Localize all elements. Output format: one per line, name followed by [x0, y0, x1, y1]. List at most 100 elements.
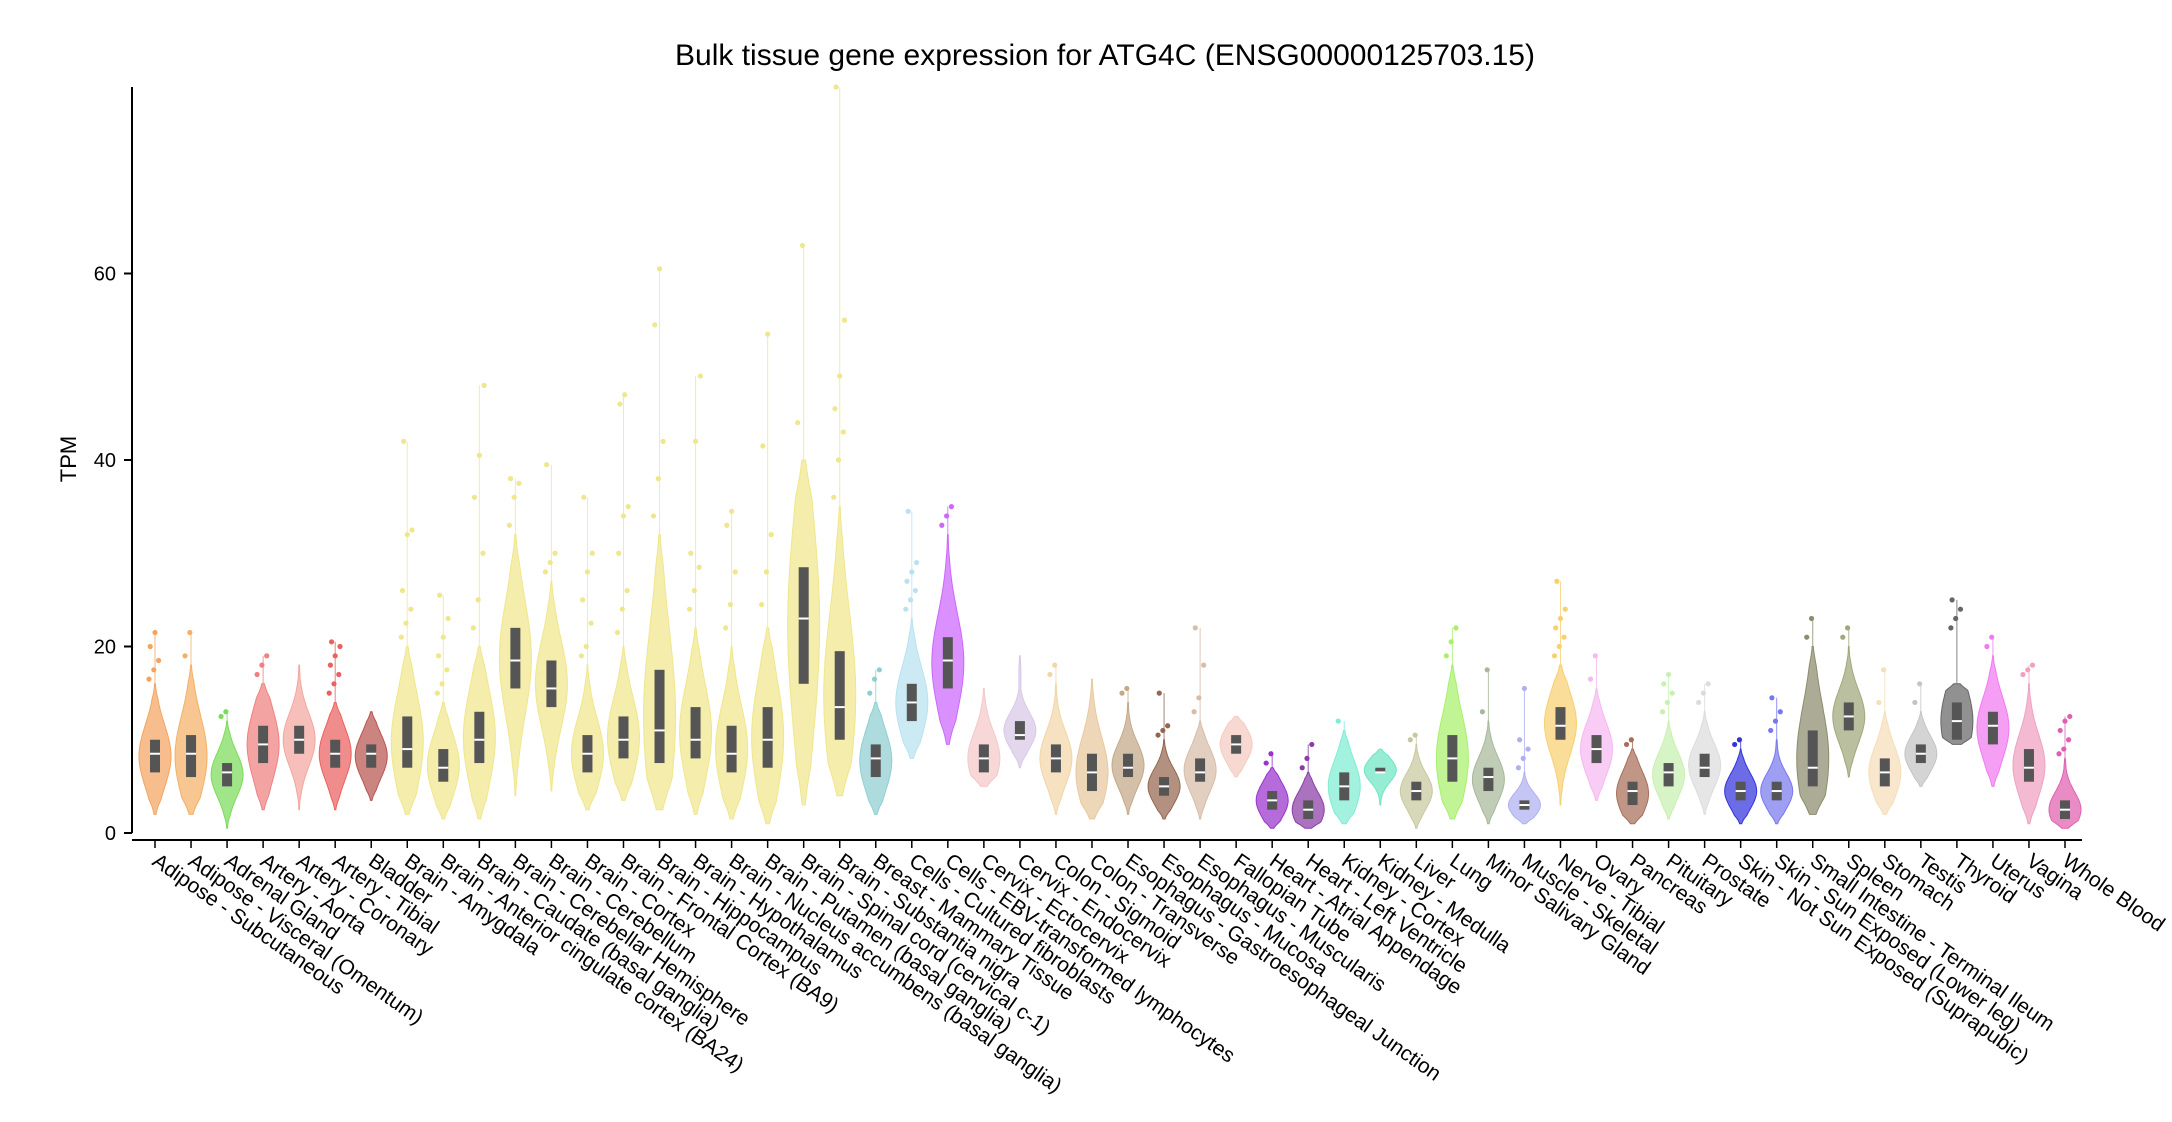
violin-group: [1507, 685, 1541, 825]
outlier-point: [724, 522, 730, 528]
outlier-point: [1669, 690, 1675, 696]
outlier-point: [903, 606, 909, 612]
outlier-point: [907, 597, 914, 603]
outlier-point: [867, 690, 873, 696]
iqr-box: [510, 627, 521, 689]
violin-group: [679, 373, 713, 815]
outlier-point: [1192, 625, 1198, 631]
outlier-point: [1551, 653, 1558, 659]
violin-group: [534, 462, 568, 792]
outlier-point: [622, 392, 628, 398]
outlier-point: [516, 480, 522, 486]
outlier-point: [1661, 681, 1667, 687]
violin-group: [138, 629, 172, 815]
iqr-box: [1123, 753, 1134, 778]
outlier-point: [326, 690, 332, 696]
violin-body: [967, 688, 1001, 787]
outlier-point: [1876, 699, 1882, 706]
outlier-point: [697, 373, 703, 379]
iqr-box: [2023, 749, 2034, 782]
iqr-box: [366, 744, 377, 768]
outlier-point: [905, 508, 911, 514]
iqr-box: [618, 716, 629, 759]
violin-group: [1579, 653, 1613, 801]
outlier-point: [1664, 699, 1670, 706]
violin-group: [498, 476, 532, 797]
violin-group: [1435, 625, 1469, 820]
outlier-point: [729, 508, 735, 514]
outlier-point: [583, 643, 589, 650]
y-tick-label: 40: [94, 450, 116, 472]
outlier-point: [578, 653, 585, 659]
outlier-point: [1124, 685, 1130, 692]
outlier-point: [1520, 755, 1526, 762]
outlier-point: [1984, 643, 1990, 650]
outlier-point: [2066, 737, 2072, 743]
outlier-point: [2020, 671, 2026, 678]
outlier-point: [692, 438, 699, 444]
iqr-box: [690, 707, 701, 759]
outlier-point: [1335, 718, 1341, 724]
violins: [138, 84, 2082, 829]
iqr-box: [798, 567, 809, 684]
outlier-point: [1705, 681, 1711, 687]
outlier-point: [1844, 625, 1851, 631]
outlier-point: [840, 429, 846, 435]
outlier-point: [439, 681, 445, 687]
iqr-box: [438, 749, 449, 782]
violin-group: [823, 84, 857, 797]
violin-group: [426, 592, 460, 820]
outlier-point: [1160, 727, 1166, 734]
outlier-point: [151, 667, 157, 673]
violin-group: [282, 664, 316, 811]
outlier-point: [1304, 755, 1310, 762]
violin-group: [390, 438, 424, 815]
outlier-point: [408, 606, 414, 612]
violin-group: [895, 508, 929, 759]
iqr-box: [1555, 707, 1566, 740]
outlier-point: [1299, 765, 1305, 771]
outlier-point: [650, 513, 657, 519]
outlier-point: [871, 676, 878, 682]
outlier-point: [337, 643, 343, 650]
chart-title: Bulk tissue gene expression for ATG4C (E…: [675, 39, 1535, 72]
outlier-point: [1556, 643, 1562, 650]
outlier-point: [476, 452, 482, 458]
iqr-box: [1663, 763, 1674, 787]
iqr-box: [474, 711, 485, 764]
outlier-point: [581, 494, 587, 500]
outlier-point: [2025, 667, 2031, 673]
violin-group: [1904, 681, 1938, 787]
outlier-point: [444, 667, 450, 673]
outlier-point: [1052, 662, 1058, 668]
outlier-point: [1525, 746, 1531, 752]
outlier-point: [1768, 727, 1774, 734]
outlier-point: [1407, 737, 1413, 743]
outlier-point: [619, 606, 625, 612]
iqr-box: [1483, 767, 1494, 792]
outlier-point: [2029, 662, 2036, 668]
outlier-point: [1953, 615, 1959, 622]
violin-group: [1219, 715, 1253, 778]
outlier-point: [831, 494, 837, 500]
y-ticks: 0 20 40 60: [94, 264, 132, 845]
outlier-point: [913, 559, 920, 566]
violin-group: [1111, 685, 1145, 815]
violin-group: [174, 629, 208, 815]
outlier-point: [254, 671, 260, 678]
outlier-point: [403, 620, 409, 626]
outlier-point: [1623, 741, 1630, 748]
violin-group: [1363, 748, 1397, 806]
outlier-point: [1808, 615, 1815, 622]
outlier-point: [440, 634, 446, 640]
outlier-point: [1912, 699, 1918, 706]
outlier-point: [435, 653, 442, 659]
outlier-point: [1917, 681, 1923, 687]
violin-body: [1075, 678, 1109, 820]
violin-group: [859, 667, 893, 815]
outlier-point: [182, 653, 188, 659]
outlier-point: [841, 317, 848, 323]
outlier-point: [1453, 625, 1459, 631]
